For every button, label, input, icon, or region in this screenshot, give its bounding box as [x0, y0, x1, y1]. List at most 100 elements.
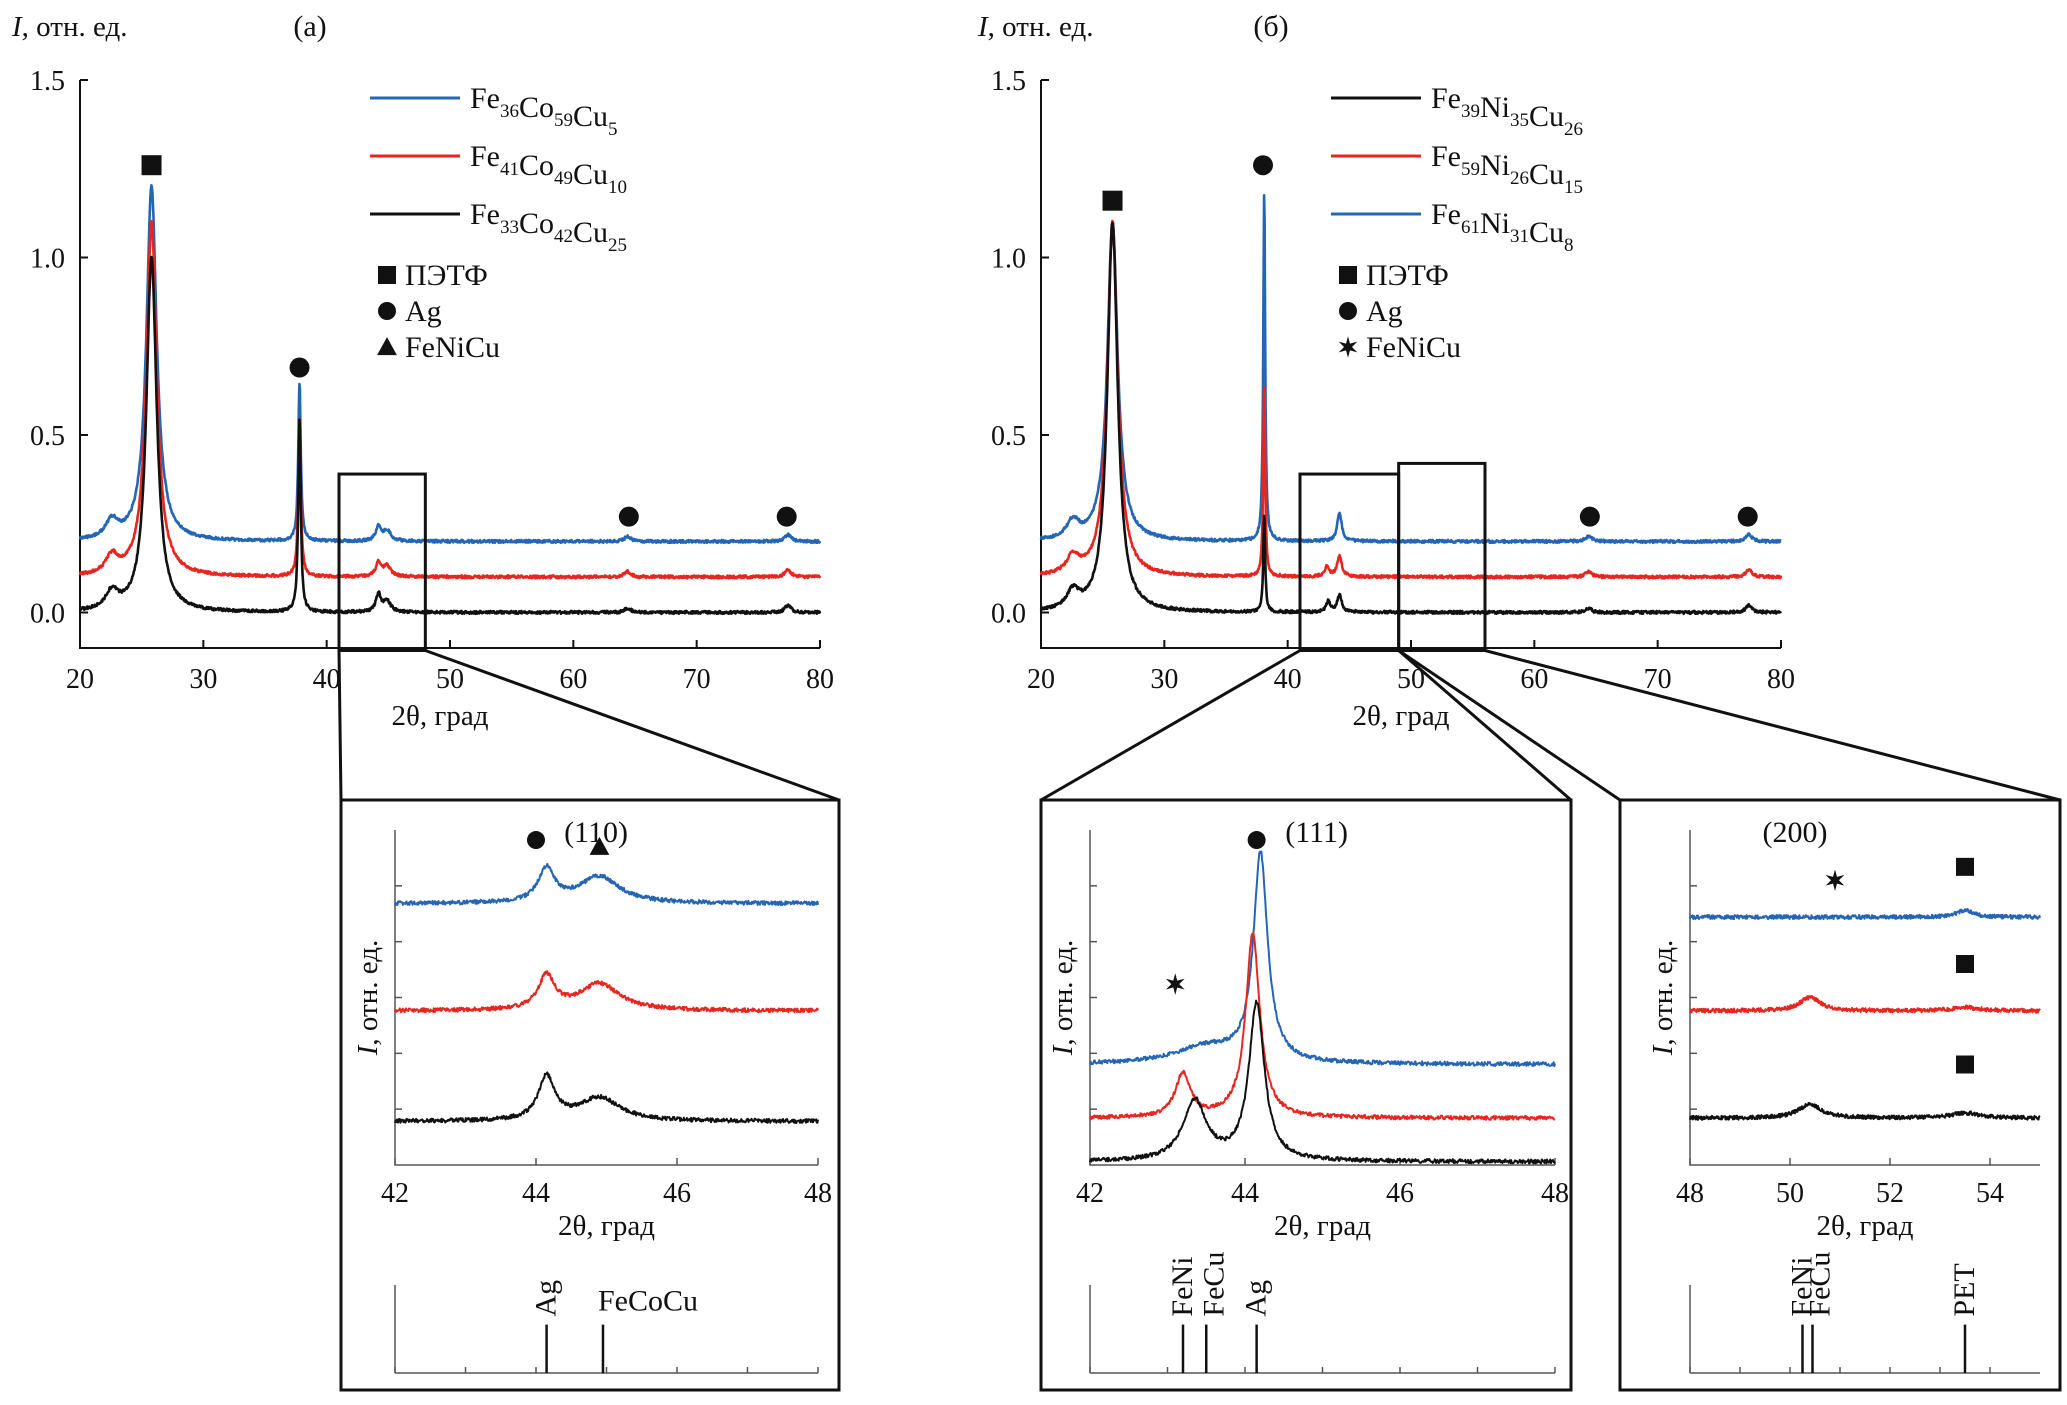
x-tick-label: 50	[436, 664, 464, 695]
connector-line	[424, 649, 840, 802]
formula-subscript: 36	[500, 101, 519, 122]
formula-element: Cu	[573, 158, 608, 191]
formula-subscript: 33	[500, 217, 519, 238]
formula-subscript: 61	[1461, 217, 1480, 238]
inset-series-line	[1689, 995, 2041, 1014]
y-tick-label: 0.5	[30, 421, 65, 452]
axes-frame	[1040, 80, 1781, 649]
x-tick-label: 20	[66, 664, 94, 695]
formula-subscript: 35	[1510, 110, 1529, 131]
reference-label: FeNi	[1786, 1257, 1819, 1317]
inset-y-label: I, отн. ед.	[352, 940, 384, 1056]
square-marker	[141, 155, 162, 176]
formula-subscript: 49	[554, 168, 573, 189]
formula-element: Ni	[1480, 91, 1510, 124]
formula-element: Cu	[1529, 100, 1564, 133]
inset-x-tick-label: 48	[804, 1178, 832, 1209]
triangle-marker	[377, 337, 397, 356]
inset-series-line	[1089, 931, 1556, 1121]
x-tick-label: 30	[1150, 664, 1178, 695]
inset-series-line	[1689, 907, 2041, 921]
formula-element: Fe	[1431, 140, 1461, 173]
inset-x-tick-label: 50	[1776, 1178, 1804, 1209]
circle-marker	[527, 831, 545, 850]
inset-series-line	[1689, 1102, 2041, 1121]
formula-element: Co	[519, 91, 554, 124]
square-marker	[1102, 190, 1123, 211]
y-label-italic: I	[977, 11, 989, 43]
reference-label: FeCu	[1197, 1252, 1230, 1317]
y-tick-label: 0.5	[991, 421, 1026, 452]
inset-y-italic: I	[352, 1044, 384, 1056]
circle-marker	[1253, 155, 1273, 176]
formula-element: Cu	[1529, 158, 1564, 191]
inset-peak-label: (110)	[564, 816, 628, 849]
formula-element: Fe	[470, 140, 500, 173]
circle-marker	[776, 506, 797, 527]
panel-label: (б)	[1253, 10, 1288, 43]
axes-frame	[79, 80, 820, 649]
formula-subscript: 31	[1510, 226, 1529, 247]
panel-label: (а)	[293, 10, 326, 43]
inset-series-line	[1089, 850, 1556, 1068]
x-tick-label: 70	[1644, 664, 1672, 695]
inset-x-label: 2θ, град	[1817, 1210, 1914, 1242]
inset-y-italic: I	[1647, 1044, 1679, 1056]
marker-legend-label: FeNiCu	[1366, 331, 1461, 364]
formula-subscript: 39	[1461, 101, 1480, 122]
formula-element: Cu	[573, 216, 608, 249]
inset-y-rest: , отн. ед.	[352, 940, 384, 1046]
formula-subscript: 41	[500, 159, 519, 180]
legend-label: Fe36Co59Cu5	[470, 82, 618, 140]
circle-marker	[1339, 302, 1357, 320]
legend-label: Fe39Ni35Cu26	[1431, 82, 1583, 140]
formula-subscript: 5	[608, 119, 618, 140]
y-axis-label: I, отн. ед.	[11, 11, 127, 43]
connector-line	[1397, 649, 1572, 802]
inset-y-italic: I	[1047, 1044, 1079, 1056]
formula-subscript: 15	[1564, 177, 1583, 198]
marker-legend-label: ПЭТФ	[405, 259, 488, 292]
series-line	[1039, 194, 1782, 545]
zoom-box-2	[1397, 461, 1487, 652]
circle-marker	[1247, 831, 1266, 850]
formula-element: Co	[519, 149, 554, 182]
reference-label: PET	[1948, 1263, 1981, 1316]
inset-x-label: 2θ, град	[558, 1210, 655, 1242]
legend-label: Fe33Co42Cu25	[470, 198, 627, 256]
star-marker	[1825, 869, 1845, 892]
y-label-italic: I	[11, 11, 23, 43]
inset-series-line	[394, 862, 819, 907]
y-tick-label: 0.0	[30, 599, 65, 630]
x-tick-label: 20	[1027, 664, 1055, 695]
x-axis-label: 2θ, град	[392, 700, 489, 732]
formula-element: Ni	[1480, 207, 1510, 240]
formula-element: Fe	[1431, 82, 1461, 115]
formula-subscript: 59	[1461, 159, 1480, 180]
marker-legend-label: Ag	[1366, 295, 1403, 328]
formula-element: Ni	[1480, 149, 1510, 182]
y-label-rest: , отн. ед.	[988, 11, 1094, 43]
inset-x-tick-label: 44	[522, 1178, 550, 1209]
triangle-marker	[589, 836, 610, 855]
square-marker	[1339, 266, 1357, 284]
reference-label: Ag	[530, 1280, 563, 1317]
y-tick-label: 1.5	[30, 66, 65, 97]
inset-x-tick-label: 42	[381, 1178, 409, 1209]
zoom-box	[337, 472, 427, 652]
reference-label: FeCoCu	[598, 1285, 698, 1318]
circle-marker	[1737, 506, 1758, 527]
inset-x-tick-label: 42	[1076, 1178, 1104, 1209]
connector-line	[337, 650, 343, 801]
formula-element: Fe	[1431, 198, 1461, 231]
x-tick-label: 60	[559, 664, 587, 695]
inset-series-line	[1089, 999, 1556, 1165]
inset-x-label: 2θ, град	[1274, 1210, 1371, 1242]
inset-frame	[1039, 798, 1573, 1392]
series-line	[1039, 219, 1783, 580]
inset-frame	[339, 798, 841, 1392]
x-tick-label: 40	[1274, 664, 1302, 695]
formula-subscript: 10	[608, 177, 627, 198]
reference-label: FeNi	[1166, 1257, 1199, 1317]
